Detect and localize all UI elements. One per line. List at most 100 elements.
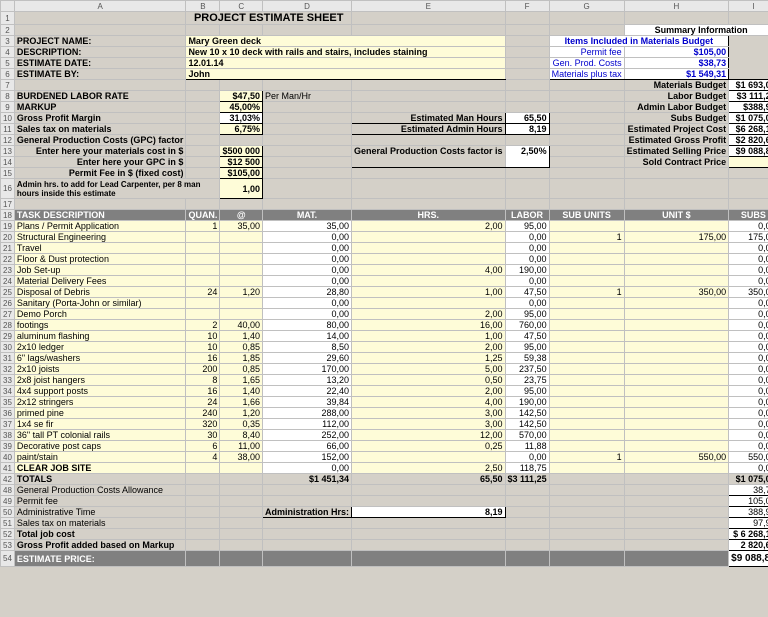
cell[interactable] xyxy=(505,135,549,146)
row-header[interactable]: 8 xyxy=(1,91,15,102)
cell[interactable]: 0,00 xyxy=(262,298,351,309)
cell[interactable] xyxy=(220,232,263,243)
cell[interactable] xyxy=(220,25,263,36)
cell[interactable]: 0,00 xyxy=(729,309,768,320)
cell[interactable] xyxy=(352,168,506,179)
cell[interactable]: Gross Profit added based on Markup xyxy=(14,540,186,551)
cell[interactable] xyxy=(262,146,351,157)
row-header[interactable]: 19 xyxy=(1,221,15,232)
cell[interactable]: Disposal of Debris xyxy=(14,287,186,298)
cell[interactable] xyxy=(186,265,220,276)
cell[interactable] xyxy=(624,179,729,199)
cell[interactable]: 0,00 xyxy=(505,254,549,265)
row-header[interactable]: 24 xyxy=(1,276,15,287)
row-header[interactable]: 17 xyxy=(1,199,15,210)
row-header[interactable]: 5 xyxy=(1,58,15,69)
cell[interactable] xyxy=(262,199,351,210)
cell[interactable] xyxy=(549,485,624,496)
cell[interactable] xyxy=(186,243,220,254)
cell[interactable]: General Production Costs factor is xyxy=(352,146,506,157)
cell[interactable] xyxy=(549,540,624,551)
cell[interactable]: 47,50 xyxy=(505,331,549,342)
cell[interactable]: 0,00 xyxy=(729,254,768,265)
cell[interactable] xyxy=(624,485,729,496)
cell[interactable] xyxy=(352,551,506,567)
cell[interactable]: 0,85 xyxy=(220,364,263,375)
cell[interactable]: 1,25 xyxy=(352,353,506,364)
cell[interactable]: DESCRIPTION: xyxy=(14,47,186,58)
row-header[interactable]: 31 xyxy=(1,353,15,364)
cell[interactable]: 0,00 xyxy=(729,408,768,419)
cell[interactable] xyxy=(505,540,549,551)
cell[interactable] xyxy=(729,199,768,210)
cell[interactable]: 2x10 ledger xyxy=(14,342,186,353)
cell[interactable]: 16,00 xyxy=(352,320,506,331)
cell[interactable]: Estimated Gross Profit xyxy=(624,135,729,146)
row-header[interactable]: 54 xyxy=(1,551,15,567)
cell[interactable] xyxy=(186,157,220,168)
cell[interactable] xyxy=(624,496,729,507)
cell[interactable] xyxy=(624,529,729,540)
cell[interactable] xyxy=(549,276,624,287)
cell[interactable]: 95,00 xyxy=(505,221,549,232)
cell[interactable] xyxy=(262,179,351,199)
cell[interactable]: SUB UNITS xyxy=(549,210,624,221)
row-header[interactable]: 32 xyxy=(1,364,15,375)
cell[interactable] xyxy=(352,276,506,287)
cell[interactable] xyxy=(220,474,263,485)
cell[interactable]: 0,00 xyxy=(729,441,768,452)
cell[interactable]: ESTIMATE PRICE: xyxy=(14,551,186,567)
cell[interactable]: UNIT $ xyxy=(624,210,729,221)
row-header[interactable]: 51 xyxy=(1,518,15,529)
cell[interactable]: 38,00 xyxy=(220,452,263,463)
cell[interactable] xyxy=(186,254,220,265)
row-header[interactable]: 20 xyxy=(1,232,15,243)
cell[interactable]: Travel xyxy=(14,243,186,254)
row-header[interactable]: 37 xyxy=(1,419,15,430)
cell[interactable] xyxy=(549,386,624,397)
cell[interactable]: 0,00 xyxy=(262,254,351,265)
cell[interactable]: 0,85 xyxy=(220,342,263,353)
cell[interactable]: Decorative post caps xyxy=(14,441,186,452)
row-header[interactable]: 30 xyxy=(1,342,15,353)
cell[interactable] xyxy=(352,91,506,102)
cell[interactable] xyxy=(186,124,220,135)
cell[interactable]: 0,00 xyxy=(262,265,351,276)
cell[interactable]: CLEAR JOB SITE xyxy=(14,463,186,474)
cell[interactable]: 175,00 xyxy=(624,232,729,243)
cell[interactable] xyxy=(352,243,506,254)
cell[interactable]: 2x12 stringers xyxy=(14,397,186,408)
cell[interactable]: 0,00 xyxy=(729,364,768,375)
row-header[interactable]: 13 xyxy=(1,146,15,157)
cell[interactable] xyxy=(624,441,729,452)
cell[interactable]: 12.01.14 xyxy=(186,58,505,69)
cell[interactable] xyxy=(624,507,729,518)
cell[interactable]: 40,00 xyxy=(220,320,263,331)
cell[interactable] xyxy=(505,102,549,113)
cell[interactable] xyxy=(549,342,624,353)
cell[interactable]: 142,50 xyxy=(505,408,549,419)
cell[interactable]: 47,50 xyxy=(505,287,549,298)
row-header[interactable]: 21 xyxy=(1,243,15,254)
cell[interactable] xyxy=(186,507,220,518)
row-header[interactable]: 6 xyxy=(1,69,15,80)
cell[interactable] xyxy=(220,507,263,518)
cell[interactable]: 1,40 xyxy=(220,331,263,342)
cell[interactable] xyxy=(186,168,220,179)
col-header[interactable]: B xyxy=(186,1,220,12)
cell[interactable]: 38,73 xyxy=(729,485,768,496)
cell[interactable] xyxy=(262,540,351,551)
cell[interactable] xyxy=(262,124,351,135)
cell[interactable] xyxy=(505,157,549,168)
cell[interactable]: 0,00 xyxy=(729,221,768,232)
cell[interactable] xyxy=(549,124,624,135)
row-header[interactable]: 2 xyxy=(1,25,15,36)
cell[interactable] xyxy=(549,518,624,529)
cell[interactable]: Admin Labor Budget xyxy=(624,102,729,113)
cell[interactable]: 0,00 xyxy=(729,331,768,342)
cell[interactable] xyxy=(505,179,549,199)
cell[interactable] xyxy=(220,463,263,474)
cell[interactable]: 0,00 xyxy=(505,232,549,243)
cell[interactable] xyxy=(624,430,729,441)
grid[interactable]: ABCDEFGHIJ1PROJECT ESTIMATE SHEET2Summar… xyxy=(0,0,768,567)
